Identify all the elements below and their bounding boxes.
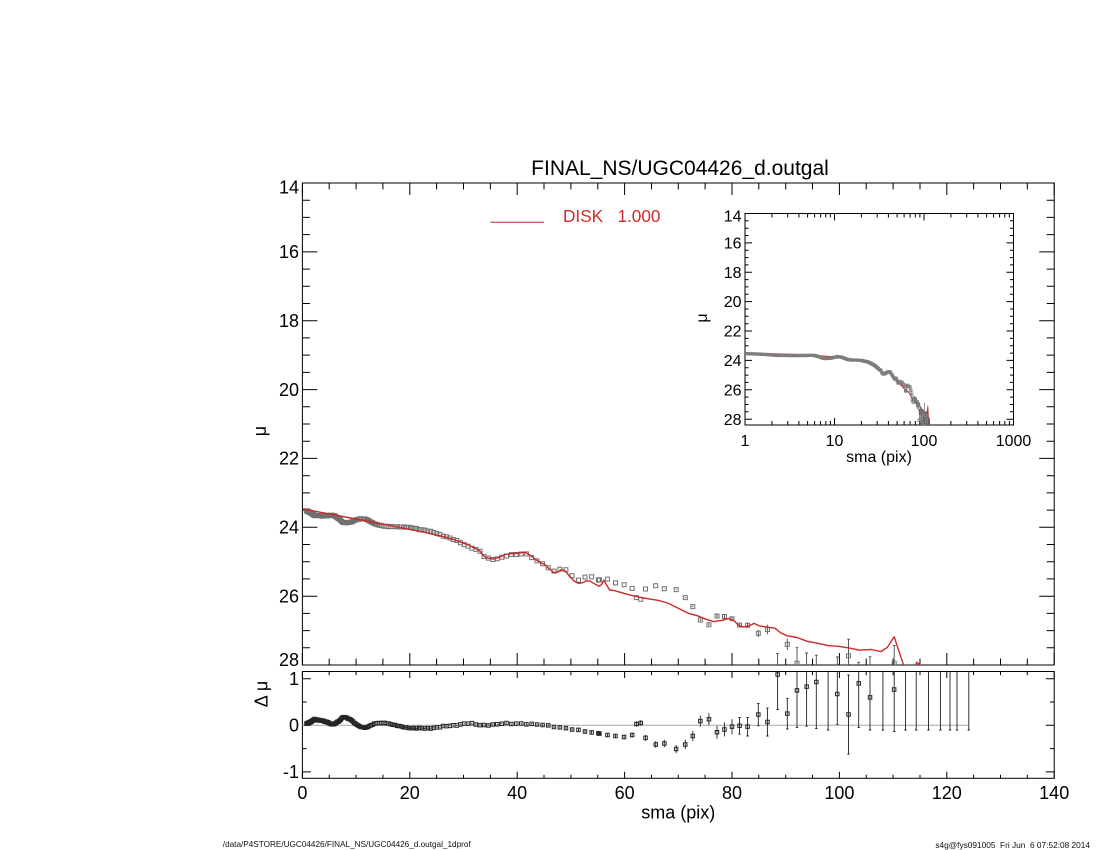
svg-text:μ: μ <box>694 313 711 322</box>
svg-text:22: 22 <box>279 449 299 469</box>
svg-text:24: 24 <box>724 353 742 370</box>
svg-text:sma (pix): sma (pix) <box>641 803 715 823</box>
svg-text:140: 140 <box>1039 783 1069 803</box>
svg-text:-1: -1 <box>283 762 299 782</box>
svg-text:28: 28 <box>724 412 742 429</box>
svg-text:24: 24 <box>279 518 299 538</box>
svg-text:μ: μ <box>250 426 270 436</box>
svg-text:10: 10 <box>826 433 844 450</box>
svg-text:20: 20 <box>724 294 742 311</box>
svg-text:0: 0 <box>297 783 307 803</box>
svg-text:100: 100 <box>824 783 854 803</box>
svg-text:Δ μ: Δ μ <box>252 681 272 707</box>
svg-text:20: 20 <box>279 380 299 400</box>
svg-text:14: 14 <box>724 209 742 226</box>
svg-text:28: 28 <box>279 650 299 670</box>
svg-text:1000: 1000 <box>996 433 1032 450</box>
svg-text:0: 0 <box>289 716 299 736</box>
svg-text:40: 40 <box>507 783 527 803</box>
svg-text:26: 26 <box>724 382 742 399</box>
svg-text:1: 1 <box>289 669 299 689</box>
svg-text:FINAL_NS/UGC04426_d.outgal: FINAL_NS/UGC04426_d.outgal <box>531 157 829 180</box>
svg-text:DISK 1.000: DISK 1.000 <box>563 206 660 226</box>
svg-text:60: 60 <box>615 783 635 803</box>
svg-text:18: 18 <box>279 311 299 331</box>
svg-text:sma (pix): sma (pix) <box>846 449 912 466</box>
svg-text:18: 18 <box>724 265 742 282</box>
svg-text:22: 22 <box>724 324 742 341</box>
svg-text:s4g@fys091005 Fri Jun 6 07:5: s4g@fys091005 Fri Jun 6 07:52:08 2014 <box>935 840 1090 850</box>
svg-text:16: 16 <box>724 236 742 253</box>
svg-text:16: 16 <box>279 242 299 262</box>
svg-text:1: 1 <box>741 433 750 450</box>
svg-text:/data/P4STORE/UGC04426/FINAL_N: /data/P4STORE/UGC04426/FINAL_NS/UGC04426… <box>223 840 472 849</box>
svg-text:80: 80 <box>722 783 742 803</box>
svg-text:26: 26 <box>279 587 299 607</box>
svg-text:120: 120 <box>932 783 962 803</box>
svg-text:14: 14 <box>279 177 299 197</box>
svg-text:20: 20 <box>400 783 420 803</box>
svg-text:100: 100 <box>911 433 938 450</box>
